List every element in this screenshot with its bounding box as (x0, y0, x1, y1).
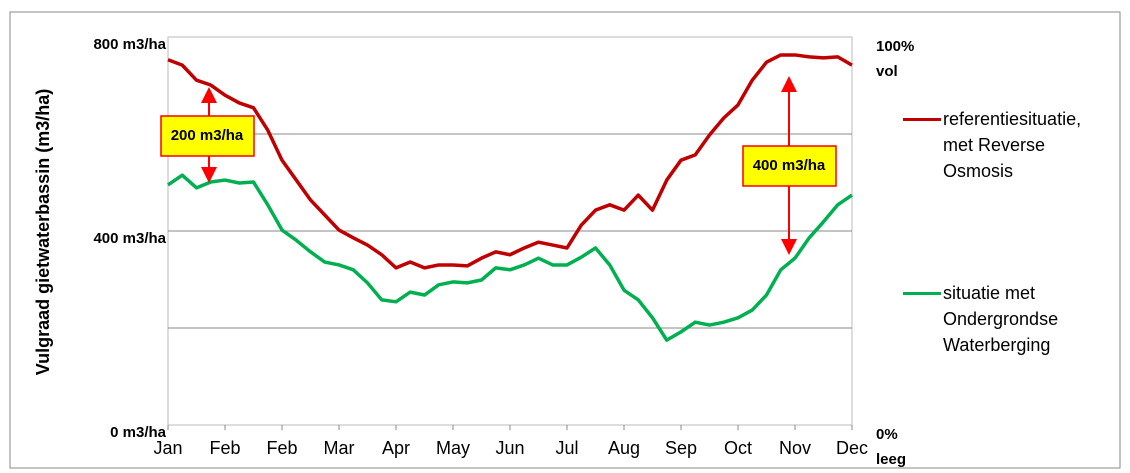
series-line (167, 53, 853, 270)
y2-tick-label: 100% (876, 38, 914, 55)
y-axis-title: Vulgraad gietwaterbassin (m3/ha) (33, 89, 53, 375)
x-tick-label: Nov (779, 438, 811, 458)
y2-tick-label: 0% (876, 426, 898, 443)
legend-label: referentiesituatie, met Reverse Osmosis (943, 109, 1082, 181)
x-tick-label: Jun (495, 438, 524, 458)
legend-entry: referentiesituatie, met Reverse Osmosis (903, 106, 1113, 184)
legend-label: situatie met Ondergrondse Waterberging (943, 283, 1059, 355)
x-tick-label: Jan (153, 438, 182, 458)
x-tick-label: Mar (324, 438, 355, 458)
annotation-box (160, 115, 255, 157)
x-tick-label: Aug (608, 438, 640, 458)
y-tick-label: 800 m3/ha (93, 36, 166, 53)
legend-entry: situatie met Ondergrondse Waterberging (903, 280, 1113, 358)
series-line (167, 173, 853, 342)
frame (9, 11, 1121, 469)
x-tick-label: Oct (724, 438, 752, 458)
annotation-box (742, 145, 837, 187)
x-tick-label: Sep (665, 438, 697, 458)
x-tick-label: Dec (836, 438, 868, 458)
x-tick-label: Feb (209, 438, 240, 458)
x-tick-label: Apr (382, 438, 410, 458)
y-tick-label: 0 m3/ha (110, 424, 167, 441)
x-tick-label: Jul (555, 438, 578, 458)
y2-note: leeg (876, 451, 906, 468)
y-tick-label: 400 m3/ha (93, 230, 166, 247)
x-tick-label: May (436, 438, 470, 458)
legend-swatch (903, 292, 941, 295)
annotation: 200 m3/ha (171, 127, 244, 144)
legend-swatch (903, 118, 941, 121)
annotation: 400 m3/ha (753, 157, 826, 174)
x-tick-label: Feb (266, 438, 297, 458)
y2-note: vol (876, 63, 898, 80)
